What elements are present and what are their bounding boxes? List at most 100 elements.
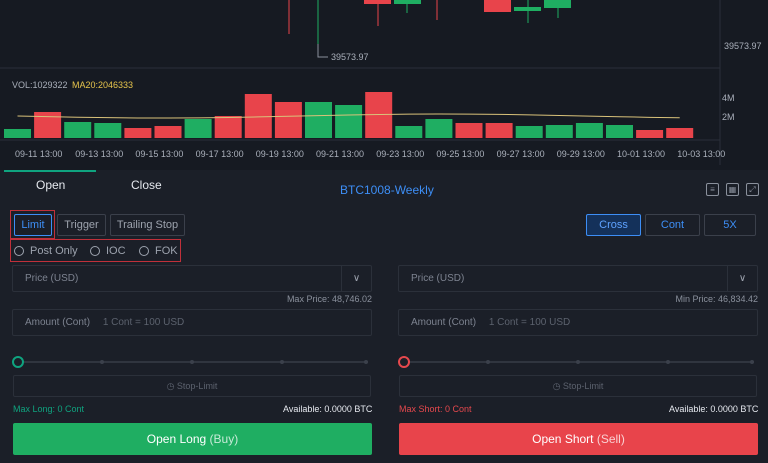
volume-bar [4,129,31,138]
volume-bar [425,119,453,138]
price-chart[interactable]: 39573.97 39573.97 VOL:1029322 MA20:20463… [0,0,768,165]
tab-close[interactable]: Close [131,178,162,192]
ioc-label: IOC [106,244,126,257]
volume-axis-4m: 4M [722,93,735,103]
volume-bar [274,102,302,138]
short-amount-placeholder: 1 Cont = 100 USD [488,317,571,328]
volume-bar [485,123,513,138]
volume-bar [666,128,694,138]
active-tab-indicator [4,170,96,172]
long-amount-slider[interactable] [12,356,370,368]
long-amount-input[interactable]: Amount (Cont) 1 Cont = 100 USD [12,309,372,336]
trailing-stop-button[interactable]: Trailing Stop [110,214,185,236]
chevron-down-icon[interactable]: ∨ [341,266,371,291]
short-available-text: Available: 0.0000 BTC [669,404,759,414]
fok-label: FOK [155,244,178,257]
time-axis-label: 09-19 13:00 [256,149,304,159]
options-highlight-box [10,239,181,262]
candle [544,0,571,8]
volume-bar [575,123,603,138]
volume-bar [64,122,92,138]
candle [394,0,421,4]
volume-bar [184,119,212,138]
short-price-input[interactable]: Price (USD) ∨ [398,265,758,292]
chevron-down-icon[interactable]: ∨ [727,266,757,291]
short-stop-limit-toggle[interactable]: ◷ Stop-Limit [399,375,757,397]
calculator-icon[interactable]: ▦ [726,183,739,196]
leverage-button[interactable]: 5X [704,214,756,236]
volume-bar [455,123,483,138]
unit-cont-button[interactable]: Cont [645,214,700,236]
time-axis-label: 09-21 13:00 [316,149,364,159]
open-short-button[interactable]: Open Short (Sell) [399,423,758,455]
candle [364,0,391,4]
time-axis-label: 09-17 13:00 [196,149,244,159]
clock-icon: ◷ [552,381,563,391]
fok-option[interactable]: FOK [139,243,178,258]
long-available-text: Available: 0.0000 BTC [283,404,373,414]
radio-icon [139,245,149,256]
max-long-text: Max Long: 0 Cont [13,404,85,414]
candlesticks [288,0,571,48]
volume-bar [124,128,152,138]
volume-bar [154,126,182,138]
tab-open[interactable]: Open [36,178,66,192]
post-only-option[interactable]: Post Only [14,243,78,258]
price-axis-label: 39573.97 [724,41,762,51]
volume-bar [515,126,543,138]
candle [514,7,541,11]
open-long-button[interactable]: Open Long (Buy) [13,423,372,455]
slider-tick[interactable] [750,360,754,364]
slider-track[interactable] [20,361,368,363]
open-short-sub-label: (Sell) [596,432,625,446]
time-axis-label: 10-03 13:00 [677,149,725,159]
cross-margin-button[interactable]: Cross [586,214,641,236]
chart-canvas[interactable]: 39573.97 39573.97 VOL:1029322 MA20:20463… [0,0,768,165]
slider-handle[interactable] [398,356,410,368]
long-stop-limit-toggle[interactable]: ◷ Stop-Limit [13,375,371,397]
max-short-text: Max Short: 0 Cont [399,404,472,414]
volume-axis-2m: 2M [722,112,735,122]
slider-tick[interactable] [100,360,104,364]
short-amount-input[interactable]: Amount (Cont) 1 Cont = 100 USD [398,309,758,336]
long-amount-placeholder: 1 Cont = 100 USD [102,317,185,328]
long-price-label: Price (USD) [25,273,79,284]
limit-order-button[interactable]: Limit [14,214,52,236]
low-price-label: 39573.97 [331,52,369,62]
slider-tick[interactable] [364,360,368,364]
limit-highlight-box [10,210,55,239]
volume-bar [545,125,573,138]
volume-bar [244,94,272,138]
volume-bar [94,123,122,138]
post-only-label: Post Only [30,244,78,257]
open-long-label: Open Long [146,432,207,446]
expand-icon[interactable]: ⤢ [746,183,759,196]
slider-handle[interactable] [12,356,24,368]
open-short-label: Open Short [532,432,594,446]
volume-bar [636,130,664,138]
contract-name[interactable]: BTC1008-Weekly [340,183,434,197]
document-icon[interactable]: ≡ [706,183,719,196]
time-axis-label: 09-25 13:00 [436,149,484,159]
trigger-order-button[interactable]: Trigger [57,214,106,236]
clock-icon: ◷ [166,381,177,391]
slider-tick[interactable] [666,360,670,364]
volume-bar [606,125,633,138]
long-price-input[interactable]: Price (USD) ∨ [12,265,372,292]
max-price-text: Max Price: 48,746.02 [286,294,372,304]
slider-tick[interactable] [280,360,284,364]
volume-label: VOL:1029322 [12,80,68,90]
slider-track[interactable] [406,361,754,363]
short-amount-slider[interactable] [398,356,756,368]
volume-bar [395,126,423,138]
ioc-option[interactable]: IOC [90,243,126,258]
time-axis-label: 09-29 13:00 [557,149,605,159]
slider-tick[interactable] [190,360,194,364]
slider-tick[interactable] [486,360,490,364]
slider-tick[interactable] [576,360,580,364]
ma20-line [17,113,680,119]
candle [484,0,511,12]
ma20-label: MA20:2046333 [72,80,133,90]
time-axis: 09-11 13:00 09-13 13:00 09-15 13:00 09-17 1… [15,149,725,159]
volume-bar [335,105,363,138]
